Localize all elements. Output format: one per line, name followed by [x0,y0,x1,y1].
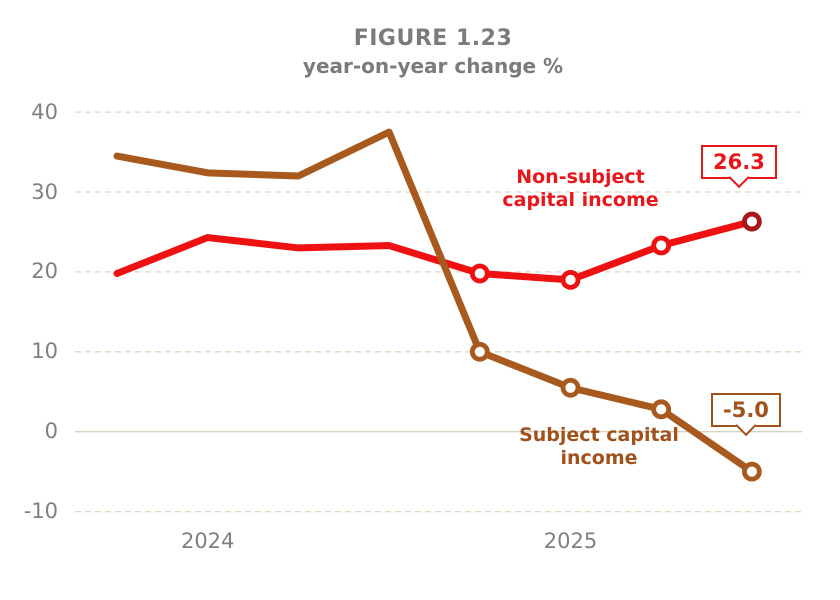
data-point-marker-nonsubject-6 [651,235,672,256]
series-line-nonsubject [113,218,756,284]
x-tick-label-2025: 2025 [543,529,598,553]
chart-title: FIGURE 1.23 [353,26,513,51]
data-point-marker-subject-5 [560,377,581,398]
data-label-callout-nonsubject: 26.3 [701,145,777,179]
series-label-nonsubject-capital-income: Non-subject capital income [502,166,659,211]
series-label-subject-capital-income: Subject capital income [519,424,679,469]
data-point-marker-subject-6 [651,399,672,420]
y-tick-label-20: 20 [31,259,58,284]
series-line-subject [113,128,756,476]
data-point-marker-nonsubject-5 [560,269,581,290]
data-point-marker-subject-4 [469,341,490,362]
title-block: FIGURE 1.23 year-on-year change % [26,0,840,78]
data-point-marker-nonsubject-7 [742,211,762,232]
y-tick-label--10: -10 [23,499,58,524]
data-point-marker-subject-7 [742,461,762,482]
y-tick-label-0: 0 [44,419,58,444]
y-tick-label-40: 40 [31,99,58,124]
y-tick-label-30: 30 [31,179,58,204]
y-tick-label-10: 10 [31,339,58,364]
data-label-callout-subject: -5.0 [711,393,781,427]
chart-subtitle: year-on-year change % [302,54,564,78]
data-point-marker-nonsubject-4 [469,263,490,284]
x-tick-label-2024: 2024 [180,529,235,553]
